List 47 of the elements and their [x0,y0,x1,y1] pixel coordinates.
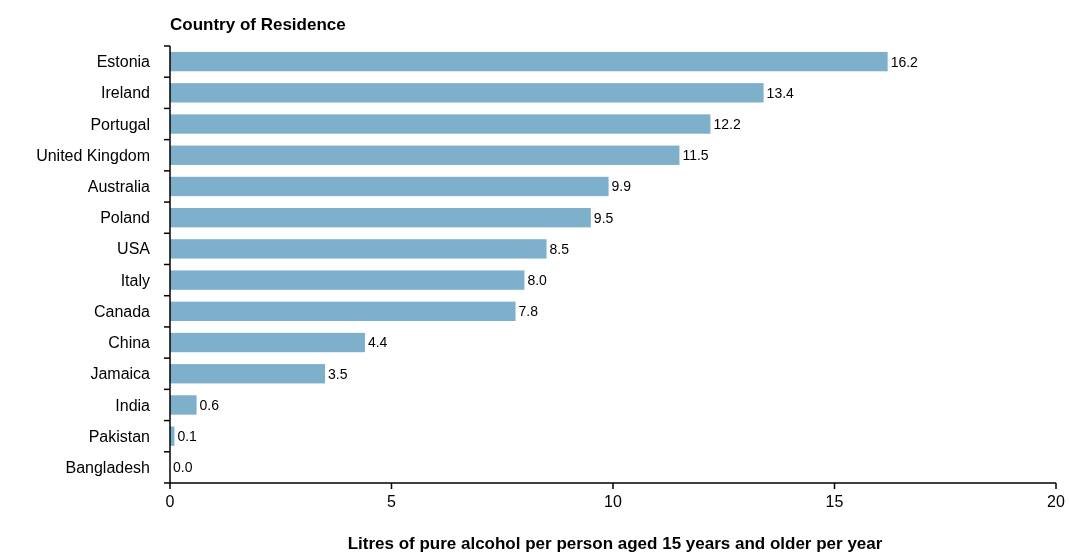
data-label: 7.8 [518,303,539,320]
data-label: 12.2 [713,115,741,132]
y-tick-label: Jamaica [90,365,151,383]
bar [170,239,547,259]
bar [170,176,609,197]
data-label: 8.5 [549,240,570,257]
x-tick-label: 0 [165,493,175,510]
y-tick-label: Pakistan [88,427,150,445]
bar [170,51,888,72]
y-tick-label: Estonia [96,53,151,71]
bar [170,83,764,103]
data-label: 0.1 [177,428,198,445]
y-tick-label: Poland [100,209,150,227]
bar [170,395,197,415]
bar [170,114,711,134]
bar [170,332,365,353]
data-label: 16.2 [890,53,919,70]
bar [170,364,326,384]
bar [170,270,525,290]
data-label: 9.9 [611,178,632,195]
data-label: 13.4 [766,84,795,101]
bar [170,208,591,228]
x-tick-label: 10 [604,493,622,510]
y-tick-label: Ireland [101,84,150,102]
y-tick-label: Canada [93,302,151,320]
y-tick-label: Australia [87,178,151,196]
data-label: 11.5 [682,147,709,164]
y-tick-label: United Kingdom [36,146,150,164]
y-tick-label: China [108,334,151,352]
data-label: 0.0 [173,459,193,476]
y-tick-label: Bangladesh [65,458,150,476]
y-tick-label: USA [117,240,151,258]
data-label: 9.5 [593,209,614,226]
bar [170,145,680,165]
x-tick-label: 15 [825,493,844,510]
y-tick-label: Italy [120,271,150,289]
bar [170,301,516,321]
chart-title: Country of Residence [170,15,346,34]
x-axis-title: Litres of pure alcohol per person aged 15 years and older per year [347,534,883,553]
data-label: 8.0 [527,272,548,289]
data-label: 3.5 [328,365,348,382]
x-tick-label: 5 [387,493,397,510]
x-tick-label: 20 [1047,493,1065,510]
y-tick-label: India [115,396,151,414]
data-label: 0.6 [199,396,220,413]
y-tick-label: Portugal [90,115,150,133]
data-label: 4.4 [367,334,388,351]
